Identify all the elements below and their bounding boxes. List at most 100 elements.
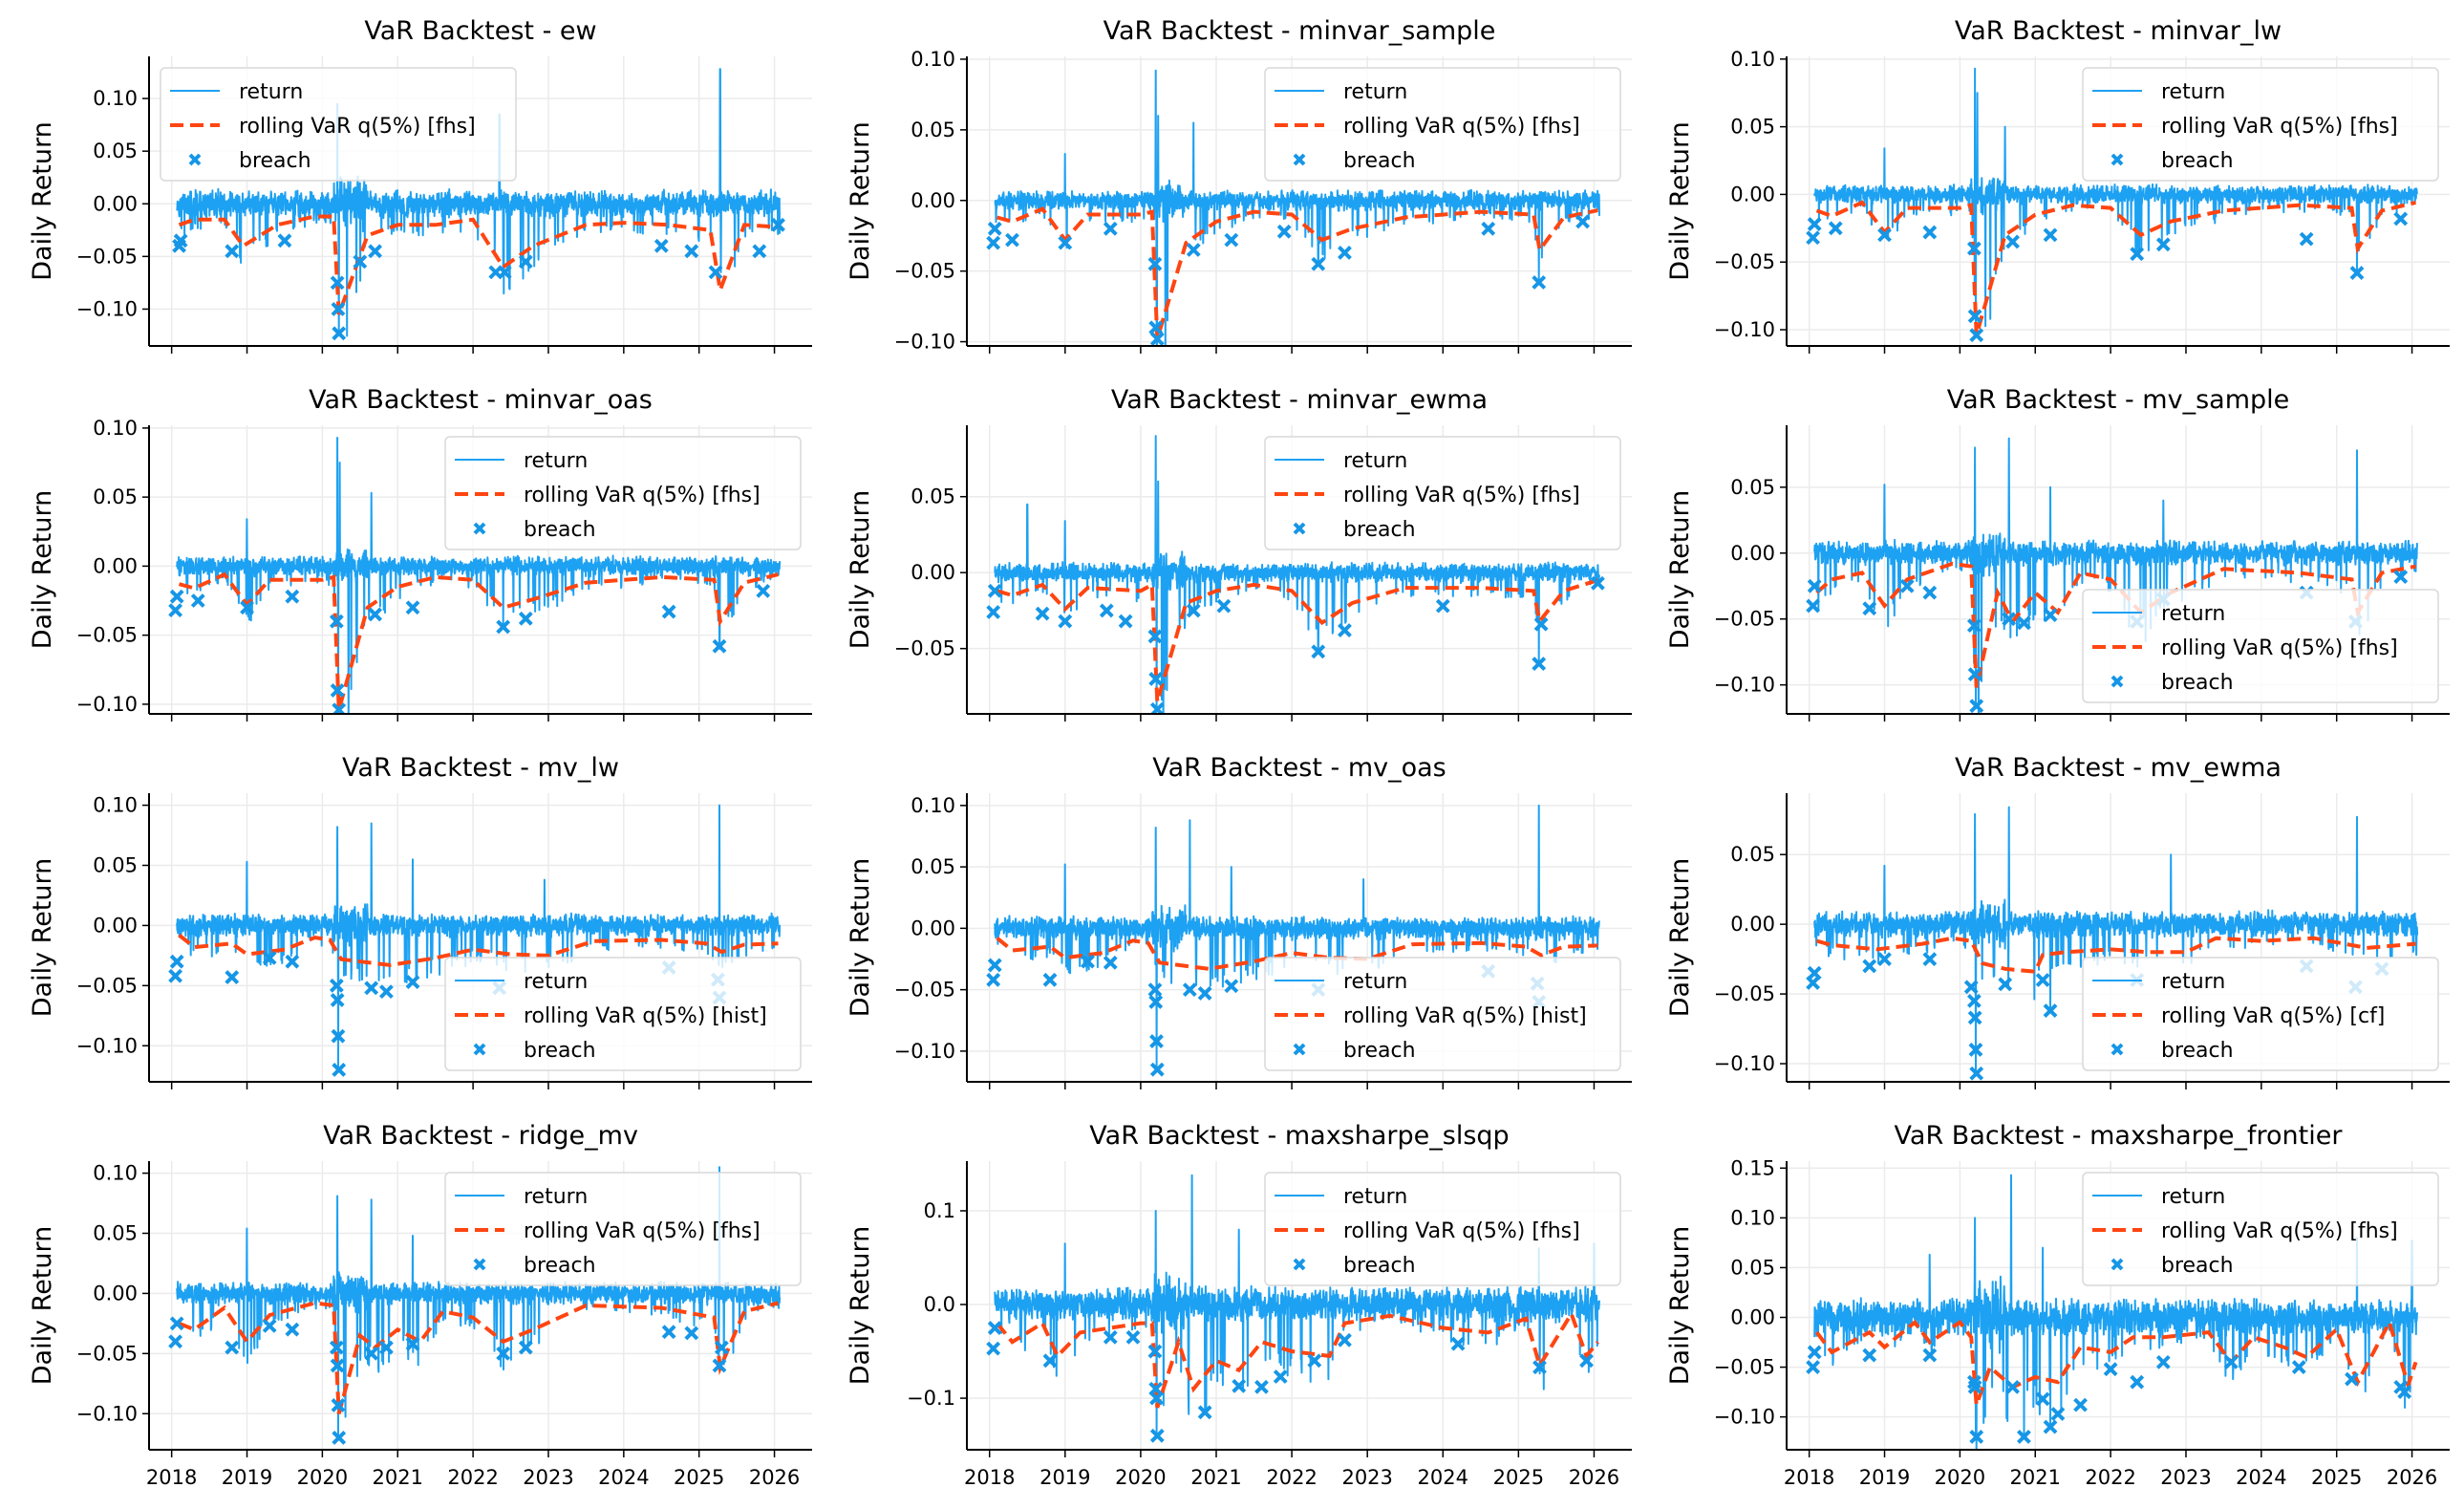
y-tick-label: −0.10 (1714, 1406, 1775, 1429)
y-tick-label: 0.05 (911, 119, 955, 141)
breach-marker (1149, 332, 1165, 346)
breach-marker (1862, 959, 1877, 974)
y-axis-label: Daily Return (846, 490, 875, 650)
y-tick-label: 0.05 (1730, 476, 1775, 499)
breach-marker (1147, 629, 1163, 644)
subplot-title: VaR Backtest - mv_oas (1152, 753, 1446, 783)
legend-label-return: return (2161, 1185, 2225, 1209)
breach-marker (169, 954, 184, 969)
breach-marker (1967, 309, 1982, 324)
breach-marker (2155, 1354, 2171, 1369)
breach-marker (2043, 1419, 2058, 1434)
y-tick-label: 0.00 (93, 914, 138, 937)
y-tick-label: −0.05 (76, 245, 138, 268)
legend-label-return: return (239, 80, 303, 104)
breach-marker (405, 975, 420, 989)
breach-marker (1877, 952, 1892, 967)
subplot-4: −0.05 0.00 0.05 VaR Backtest - minvar_ewma D… (846, 385, 1632, 722)
x-tick-label: 2020 (297, 1466, 348, 1489)
legend-label-return: return (524, 1185, 588, 1209)
legend-label-var: rolling VaR q(5%) [fhs] (524, 1219, 761, 1243)
breach-marker (1338, 1332, 1352, 1347)
y-tick-label: 0.10 (93, 87, 138, 110)
legend-label-return: return (524, 449, 588, 473)
breach-marker (1311, 256, 1326, 271)
y-axis-label: Daily Return (28, 121, 57, 281)
subplot-title: VaR Backtest - mv_ewma (1955, 753, 2282, 783)
var-line (996, 1309, 1599, 1409)
breach-marker (1118, 614, 1133, 629)
breach-marker (329, 978, 344, 993)
breach-marker (987, 1321, 1002, 1335)
y-tick-label: −0.10 (1714, 1052, 1775, 1075)
breach-marker (364, 1346, 379, 1361)
breach-marker (1273, 1369, 1288, 1384)
subplot-5: −0.10 −0.05 0.00 0.05 VaR Backtest - mv_samp… (1665, 385, 2450, 722)
y-tick-label: 0.15 (1730, 1156, 1775, 1179)
breach-marker (331, 302, 346, 316)
legend-label-breach: breach (1343, 1039, 1416, 1063)
breach-marker (2043, 227, 2058, 243)
legend-breach-swatch (1293, 1258, 1306, 1271)
breach-marker (225, 1340, 240, 1355)
breach-marker (1224, 232, 1239, 248)
breach-marker (1224, 979, 1239, 994)
legend-label-breach: breach (2161, 671, 2234, 695)
legend-label-var: rolling VaR q(5%) [hist] (1343, 1004, 1587, 1028)
breach-marker (2005, 1379, 2021, 1394)
breach-marker (2393, 570, 2409, 584)
y-tick-label: 0.00 (93, 192, 138, 215)
y-tick-label: 0.00 (911, 189, 955, 212)
breach-marker (1806, 1360, 1821, 1374)
breach-marker (190, 593, 205, 608)
y-tick-label: −0.05 (76, 974, 138, 997)
return-line (1813, 67, 2419, 336)
plot-area (168, 1166, 782, 1445)
x-tick-label: 2019 (222, 1466, 272, 1489)
var-line (1815, 200, 2416, 336)
return-line (994, 1174, 1600, 1437)
breach-marker (331, 1398, 346, 1412)
x-tick-label: 2022 (1266, 1466, 1317, 1489)
x-tick-label: 2025 (1493, 1466, 1544, 1489)
plot-area (1806, 1174, 2419, 1450)
breach-marker (169, 589, 184, 604)
breach-marker (1276, 224, 1292, 239)
y-axis-label: Daily Return (846, 1226, 875, 1386)
x-tick-label: 2025 (674, 1466, 724, 1489)
legend-label-var: rolling VaR q(5%) [fhs] (2161, 636, 2398, 660)
breach-marker (262, 950, 277, 965)
subplot-title: VaR Backtest - minvar_oas (309, 385, 653, 415)
breach-marker (518, 611, 533, 626)
subplot-title: VaR Backtest - minvar_ewma (1111, 385, 1488, 415)
breach-marker (285, 589, 300, 604)
x-tick-label: 2023 (2160, 1466, 2211, 1489)
breach-marker (1862, 1347, 1877, 1363)
legend-frame (1264, 1172, 1621, 1286)
breach-marker (684, 244, 699, 259)
legend-breach-swatch (2110, 1258, 2124, 1271)
breach-marker (1922, 585, 1938, 600)
legend-label-var: rolling VaR q(5%) [fhs] (2161, 1219, 2398, 1243)
breach-marker (1338, 623, 1352, 637)
legend-label-return: return (1343, 449, 1407, 473)
y-tick-label: −0.10 (76, 297, 138, 320)
y-tick-label: −0.05 (894, 637, 955, 660)
breach-marker (496, 1346, 511, 1361)
y-tick-label: 0.00 (93, 554, 138, 577)
y-tick-label: 0.05 (911, 855, 955, 878)
x-tick-label: 2018 (964, 1466, 1015, 1489)
breach-marker (1969, 699, 1984, 714)
breach-marker (168, 1334, 183, 1349)
plot-area (1806, 67, 2419, 343)
subplot-2: −0.10 −0.05 0.00 0.05 0.10 VaR Backtest - min… (1665, 16, 2450, 354)
breach-marker (986, 972, 1001, 987)
breach-marker (1532, 657, 1547, 671)
breach-marker (497, 265, 512, 280)
breach-marker (1035, 606, 1050, 621)
breach-marker (1532, 1360, 1547, 1375)
breach-marker (2002, 612, 2017, 627)
breach-marker (2035, 1391, 2050, 1407)
breach-marker (1254, 1379, 1269, 1394)
breach-marker (714, 1340, 729, 1355)
